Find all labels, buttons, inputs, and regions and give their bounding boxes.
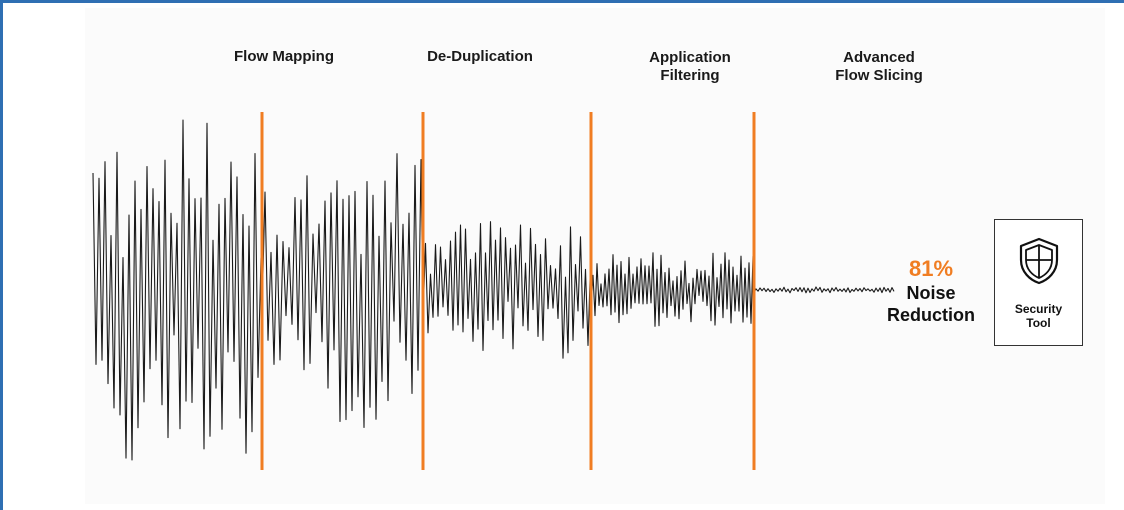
- stage-label-de-duplication: De-Duplication: [427, 48, 533, 65]
- security-tool-box: Security Tool: [994, 219, 1083, 346]
- security-tool-label: Security Tool: [1014, 302, 1063, 330]
- stage-label-advanced-flow-slicing: Advanced Flow Slicing: [835, 49, 923, 84]
- noise-reduction-line1: Noise: [906, 283, 956, 303]
- noise-reduction-result: 81% Noise Reduction: [868, 256, 994, 326]
- stage-label-application-filtering: Application Filtering: [649, 49, 731, 84]
- shield-icon: [1019, 237, 1059, 285]
- noise-reduction-line2: Reduction: [887, 305, 975, 325]
- diagram-panel: [85, 8, 1105, 504]
- noise-reduction-percent: 81%: [908, 256, 954, 281]
- stage-label-flow-mapping: Flow Mapping: [234, 48, 334, 65]
- waveform-trace: [92, 119, 895, 461]
